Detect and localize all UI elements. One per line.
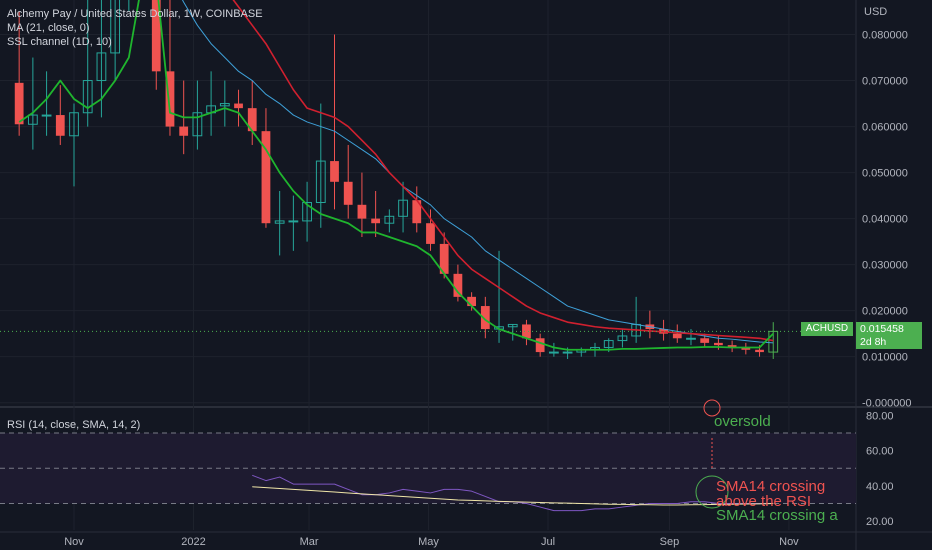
candle-body	[467, 296, 476, 307]
time-tick-label: Mar	[300, 536, 319, 548]
price-tick-label: 0.010000	[862, 352, 908, 364]
ma21-line	[181, 0, 774, 344]
candle-body	[343, 181, 353, 205]
candle-body	[741, 347, 751, 350]
candle-body	[330, 161, 339, 182]
candle-body	[261, 131, 271, 224]
candle-body	[398, 199, 408, 217]
candle-body	[27, 114, 38, 125]
candle-body	[41, 114, 52, 117]
candle-body	[700, 338, 710, 343]
price-tick-label: 0.080000	[862, 30, 908, 42]
time-tick-label: May	[418, 536, 439, 548]
annotation-cross-below: SMA14 crossing a	[716, 507, 838, 524]
ssl-lower-line	[18, 0, 774, 351]
rsi-lines	[252, 474, 774, 512]
candle-body	[548, 351, 559, 354]
candle-body	[302, 202, 312, 222]
rsi-tick-label: 80.00	[866, 410, 894, 422]
time-tick-label: Sep	[660, 536, 680, 548]
candles	[14, 0, 779, 359]
rsi-tick-label: 40.00	[866, 481, 894, 493]
annotation-cross-above-2: above the RSI	[716, 493, 812, 510]
candle-body	[357, 204, 367, 219]
price-tick-label: 0.020000	[862, 306, 908, 318]
rsi-tick-label: 20.00	[866, 516, 894, 528]
candle-body	[507, 323, 518, 328]
rsi-title[interactable]: RSI (14, close, SMA, 14, 2)	[7, 419, 141, 431]
bar-countdown: 2d 8h	[856, 335, 922, 349]
oversold-marker-circle	[703, 399, 721, 417]
candle-body	[384, 215, 395, 224]
time-tick-label: Jul	[541, 536, 555, 548]
candle-body	[439, 243, 449, 274]
candle-body	[165, 71, 175, 127]
price-tick-label: -0.000000	[862, 398, 912, 410]
candle-body	[535, 338, 545, 353]
symbol-title[interactable]: Alchemy Pay / United States Dollar, 1W, …	[7, 8, 263, 20]
rsi-legend: RSI (14, close, SMA, 14, 2)	[7, 418, 140, 432]
annotation-oversold: oversold	[714, 413, 771, 430]
candle-body	[603, 340, 614, 348]
ssl-legend[interactable]: SSL channel (1D, 10)	[7, 36, 112, 48]
candle-body	[315, 160, 326, 203]
candle-body	[234, 103, 243, 109]
candle-body	[179, 126, 189, 136]
candle-body	[55, 115, 65, 136]
annotation-shapes	[695, 399, 729, 509]
candle-body	[151, 0, 161, 72]
rsi-tick-label: 60.00	[866, 446, 894, 458]
candle-body	[727, 345, 737, 348]
candle-body	[96, 52, 107, 82]
price-tick-label: 0.070000	[862, 76, 908, 88]
candle-body	[714, 342, 723, 346]
candle-body	[82, 80, 93, 114]
main-legend: Alchemy Pay / United States Dollar, 1W, …	[7, 7, 263, 49]
candle-body	[562, 351, 573, 354]
candle-body	[274, 220, 285, 224]
candle-body	[192, 112, 203, 137]
price-tick-label: 0.040000	[862, 214, 908, 226]
candle-body	[69, 112, 79, 137]
last-price-value: 0.015458	[856, 322, 922, 336]
time-tick-label: 2022	[181, 536, 205, 548]
currency-label: USD	[864, 6, 887, 18]
candle-body	[219, 103, 230, 107]
time-tick-label: Nov	[64, 536, 84, 548]
annotation-cross-above-1: SMA14 crossing	[716, 478, 826, 495]
candle-body	[686, 337, 696, 340]
candle-body	[617, 335, 628, 342]
candle-body	[412, 200, 422, 224]
rsi-background	[0, 432, 856, 505]
candle-body	[768, 330, 779, 353]
ma-legend[interactable]: MA (21, close, 0)	[7, 22, 90, 34]
axes: 0.080000 0.070000 0.060000 0.050000 0.040000…	[64, 6, 911, 548]
symbol-price-tag: ACHUSD	[801, 322, 853, 336]
candle-body	[453, 273, 463, 297]
price-tick-label: 0.050000	[862, 168, 908, 180]
candle-body	[426, 223, 435, 244]
price-tick-label: 0.060000	[862, 122, 908, 134]
candle-body	[672, 333, 682, 339]
ssl-upper-line	[232, 0, 774, 342]
candle-body	[14, 82, 24, 125]
candle-body	[110, 0, 121, 54]
price-tick-label: 0.030000	[862, 260, 908, 272]
candle-body	[480, 306, 490, 330]
time-tick-label: Nov	[779, 536, 799, 548]
cross-marker-circle	[695, 475, 729, 509]
indicator-lines	[0, 0, 856, 351]
rsi-ma-line	[252, 486, 774, 506]
candle-body	[247, 108, 257, 132]
candle-body	[288, 220, 299, 223]
candle-body	[755, 349, 764, 353]
candle-body	[371, 218, 381, 224]
candle-body	[522, 324, 531, 339]
